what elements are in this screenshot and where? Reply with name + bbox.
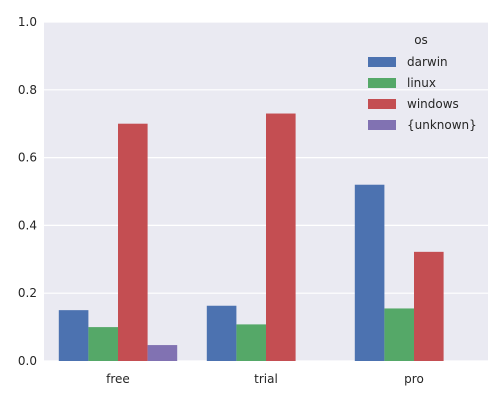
legend-label: linux (407, 76, 436, 90)
legend-swatch (368, 78, 396, 88)
bar-trial-darwin (206, 305, 237, 361)
legend-label: {unknown} (407, 118, 477, 132)
bar-pro-windows (414, 251, 444, 361)
x-tick-label: pro (404, 372, 424, 386)
bar-trial-windows (266, 113, 296, 361)
y-axis-tick-labels: 0.0 0.2 0.4 0.6 0.8 1.0 (18, 15, 37, 368)
bar-free-unknown (147, 345, 178, 361)
y-tick-label: 0.0 (18, 354, 37, 368)
bar-pro-linux (384, 308, 414, 361)
bar-free-darwin (58, 310, 89, 361)
y-tick-label: 0.8 (18, 83, 37, 97)
legend-swatch (368, 120, 396, 130)
y-tick-label: 0.4 (18, 218, 37, 232)
bars (58, 113, 444, 361)
bar-free-linux (88, 327, 118, 361)
x-axis-tick-labels: free trial pro (106, 372, 424, 386)
legend: os darwin linux windows {unknown} (368, 33, 477, 132)
legend-label: windows (407, 97, 459, 111)
y-tick-label: 0.6 (18, 151, 37, 165)
y-tick-label: 1.0 (18, 15, 37, 29)
bar-free-windows (118, 123, 148, 361)
y-tick-label: 0.2 (18, 286, 37, 300)
legend-title: os (414, 33, 428, 47)
x-tick-label: free (106, 372, 130, 386)
legend-label: darwin (407, 55, 448, 69)
legend-swatch (368, 99, 396, 109)
bar-pro-darwin (354, 184, 385, 361)
legend-swatch (368, 57, 396, 67)
x-tick-label: trial (254, 372, 278, 386)
bar-trial-linux (236, 324, 266, 361)
